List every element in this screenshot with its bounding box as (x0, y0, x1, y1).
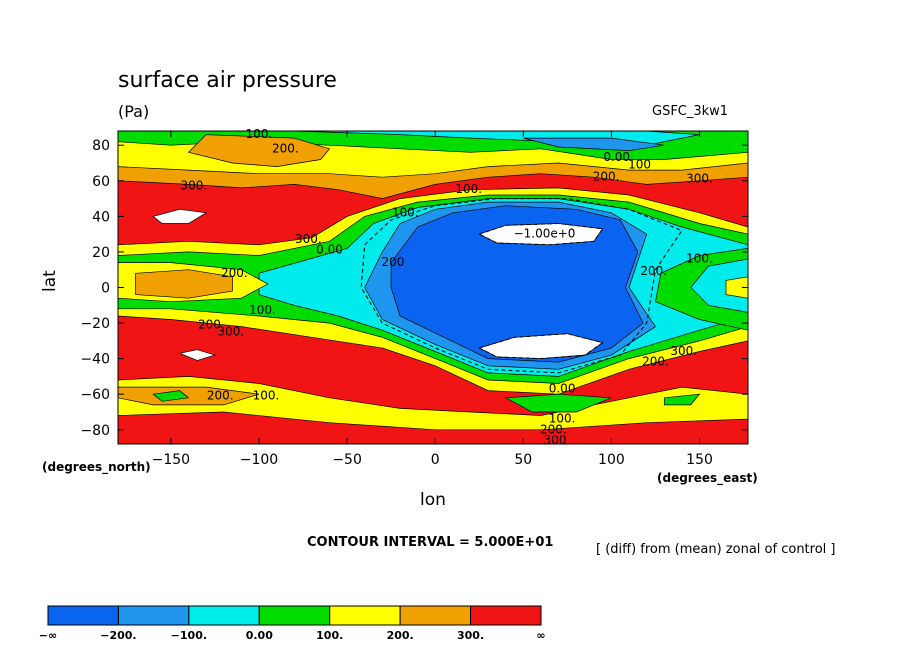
x-tick-label: −100 (240, 452, 278, 468)
legend-swatch (258, 605, 331, 626)
contour-label-16: 100 (628, 157, 651, 171)
x-tick-label: 0 (431, 452, 440, 468)
units-label: (Pa) (118, 102, 150, 121)
contour-label-20: 100. (686, 252, 713, 266)
y-tick-label: −40 (80, 352, 110, 368)
dashed-contour-1 (478, 222, 604, 246)
contour-label-13: 200 (381, 255, 404, 269)
field-south-green (504, 393, 612, 413)
y-tick-label: 40 (92, 209, 110, 225)
diff-note: [ (diff) from (mean) zonal of control ] (596, 542, 836, 557)
x-axis-label: lon (420, 490, 446, 510)
y-tick-label: −80 (80, 423, 110, 439)
contour-label-24: 100. (549, 412, 576, 426)
x-tick-label: −150 (152, 452, 190, 468)
contour-label-5: 200. (221, 266, 248, 280)
legend-level-label: 200. (387, 629, 414, 642)
field-east-cyan (690, 258, 748, 313)
extremum-nw-white (152, 208, 208, 224)
field-south-green-spot2 (663, 393, 701, 406)
chart-title: surface air pressure (118, 68, 337, 93)
legend-swatch (329, 605, 401, 626)
dashed-contour-2 (477, 333, 604, 360)
contour-lines (360, 198, 683, 374)
legend-level-label: 300. (457, 629, 484, 642)
contour-label-18: 300. (686, 172, 713, 186)
field-north-orange-inner (187, 134, 331, 167)
contour-label-2: 300. (180, 179, 207, 193)
legend-swatch (470, 605, 542, 626)
legend-swatch (188, 605, 260, 626)
contour-label-11: 100. (455, 182, 482, 196)
filled-contours (118, 131, 748, 444)
legend-swatch (117, 605, 190, 626)
contour-label-8: 300. (217, 325, 244, 339)
legend-level-label: 100. (316, 629, 343, 642)
field-east-yellow (725, 276, 748, 299)
contour-label-17: 200. (593, 170, 620, 184)
legend-level-label: −100. (171, 629, 207, 642)
contour-label-10: 100. (253, 389, 280, 403)
contour-label-6: 100. (249, 303, 276, 317)
contour-label-4: 0.00 (316, 243, 343, 257)
field-west-orange (135, 269, 233, 299)
field-south-green-spot (152, 390, 190, 402)
contour-label-1: 200. (272, 141, 299, 155)
y-tick-label: 80 (92, 138, 110, 154)
x-unit-note: (degrees_east) (657, 471, 758, 485)
legend-level-label: −200. (100, 629, 136, 642)
y-tick-label: 0 (101, 281, 110, 297)
contour-label-7: 200. (198, 317, 225, 331)
field-eq-blue (390, 205, 644, 363)
contour-label-14: −1.00e+0 (514, 227, 576, 241)
contour-label-25: 200. (540, 422, 567, 436)
x-tick-label: 50 (514, 452, 532, 468)
contour-label-19: 200. (640, 264, 667, 278)
contour-label-21: 300. (670, 344, 697, 358)
legend-level-label: ∞ (536, 629, 545, 642)
field-south-orange (118, 386, 260, 406)
contour-label-26: 300 (544, 433, 567, 447)
extremum-sw-white (178, 349, 217, 361)
x-tick-label: −50 (332, 452, 362, 468)
legend-swatch (399, 605, 472, 626)
y-tick-label: −60 (80, 387, 110, 403)
legend-level-label: −∞ (39, 629, 57, 642)
contour-label-12: 100. (392, 205, 419, 219)
y-tick-label: 20 (92, 245, 110, 261)
contour-label-23: 0.00 (549, 381, 576, 395)
contour-label-22: 200. (642, 355, 669, 369)
dashed-contour-0 (360, 198, 683, 374)
x-tick-label: 150 (686, 452, 713, 468)
x-tick-label: 100 (598, 452, 625, 468)
contour-label-9: 200. (207, 389, 234, 403)
contour-label-15: 0.00 (603, 150, 630, 164)
model-label: GSFC_3kw1 (652, 104, 729, 119)
legend-swatch (47, 605, 119, 626)
y-tick-label: 60 (92, 174, 110, 190)
axes: −150 −100 −50 0 50 100 150806040200−20−40−60−8… (80, 131, 748, 468)
field-south-yellow (118, 376, 748, 431)
y-axis-label: lat (40, 270, 60, 292)
y-unit-note: (degrees_north) (42, 460, 151, 474)
contour-interval-label: CONTOUR INTERVAL = 5.000E+01 (307, 535, 554, 550)
color-legend: −∞ −200. −100. 0.00 100. 200. 300. ∞ (39, 605, 546, 642)
legend-level-label: 0.00 (246, 629, 273, 642)
field-north-lightblue (523, 137, 665, 151)
y-tick-label: −20 (80, 316, 110, 332)
contour-label-3: 300. (295, 232, 322, 246)
